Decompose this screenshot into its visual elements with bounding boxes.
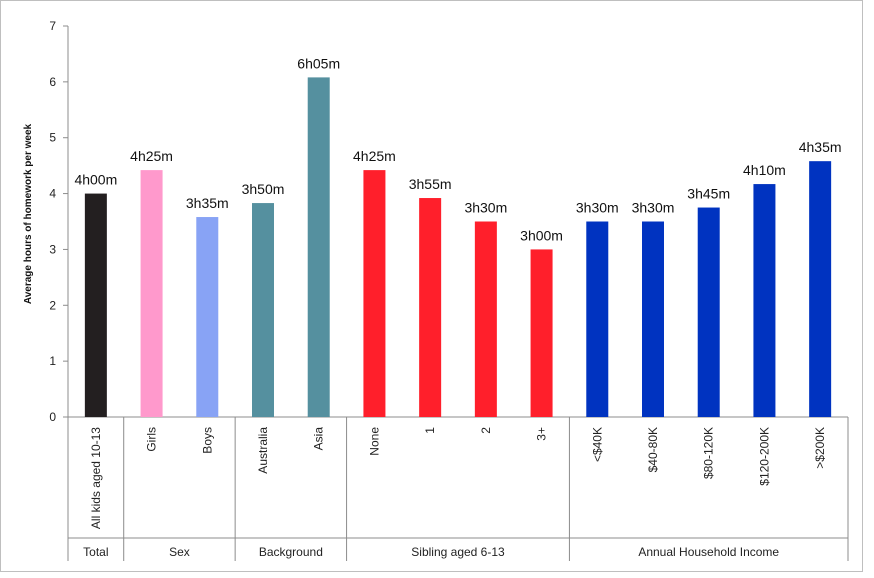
bar [307,77,330,417]
category-label: >$200K [813,427,827,469]
bar [140,170,163,417]
y-tick-label: 3 [49,242,56,256]
category-label: Australia [256,427,270,474]
y-axis-title: Average hours of homework per week [23,123,34,304]
bar [642,221,664,417]
y-tick-label: 7 [49,19,56,33]
group-label: Sex [169,545,190,559]
data-label: 3h30m [576,200,619,216]
data-label: 3h30m [464,200,507,216]
group-label: Total [83,545,108,559]
data-label: 3h50m [242,181,285,197]
group-label: Background [259,545,323,559]
category-label: $80-120K [702,427,716,479]
group-label: Sibling aged 6-13 [411,545,505,559]
label-layer: 4h00m All kids aged 10-13 4h25m Girls 3h35m B… [74,55,841,529]
data-label: 3h00m [520,227,563,243]
data-label: 4h25m [353,148,396,164]
y-tick-label: 1 [49,354,56,368]
category-label: Boys [200,427,214,454]
data-label: 3h45m [687,186,730,202]
bar [586,221,609,417]
bar [252,203,274,417]
category-label: Girls [145,427,159,452]
data-label: 3h55m [409,176,452,192]
data-label: 4h25m [130,148,173,164]
group-label: Annual Household Income [638,545,779,559]
category-label: 2 [479,427,493,434]
bar [530,249,553,417]
y-tick-label: 2 [49,298,56,312]
bar [419,198,442,417]
category-label: <$40K [590,427,604,462]
category-label: 1 [423,427,437,434]
bar [697,207,720,417]
group-layer: Total Sex Background Sibling aged 6-13 Annua… [67,417,849,561]
y-tick-label: 6 [49,75,56,89]
data-label: 6h05m [297,55,340,71]
category-label: 3+ [535,427,549,441]
bar-layer [84,77,832,417]
bar [196,217,219,417]
data-label: 4h35m [799,139,842,155]
category-label: $120-200K [757,427,771,486]
category-label: Asia [312,427,326,451]
bar [474,221,497,417]
bar [753,184,776,417]
data-label: 3h30m [632,200,675,216]
y-tick-label: 4 [49,187,56,201]
category-label: None [367,427,381,456]
bar [84,193,107,417]
bar [809,161,832,417]
data-label: 4h00m [74,172,117,188]
category-label: All kids aged 10-13 [89,427,103,529]
y-tick-label: 0 [49,410,56,424]
y-tick-label: 5 [49,131,56,145]
data-label: 3h35m [186,195,229,211]
category-label: $40-80K [646,427,660,472]
bar [363,170,386,417]
data-label: 4h10m [743,162,786,178]
